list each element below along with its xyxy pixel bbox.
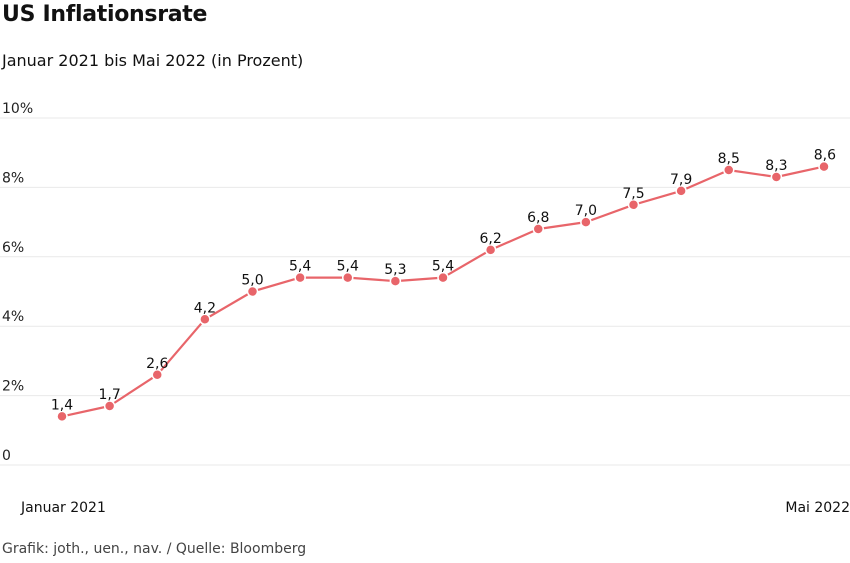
data-point	[294, 271, 306, 284]
y-tick-label: 0	[2, 448, 11, 464]
data-label: 5,3	[384, 262, 406, 278]
x-tick-label: Januar 2021	[20, 500, 106, 516]
data-label: 5,4	[289, 259, 311, 275]
series-line	[61, 165, 825, 418]
y-tick-label: 2%	[2, 379, 24, 395]
x-axis-ticks: Januar 2021 Mai 2022	[20, 500, 850, 516]
chart-subtitle: Januar 2021 bis Mai 2022 (in Prozent)	[2, 51, 304, 70]
data-points	[56, 160, 830, 423]
data-point	[199, 313, 211, 326]
data-label: 7,5	[622, 186, 644, 202]
data-point	[818, 160, 830, 173]
data-label: 1,4	[51, 397, 73, 413]
x-tick-label: Mai 2022	[785, 500, 850, 516]
y-axis-ticks: 0 2% 4% 6% 8% 10%	[2, 101, 33, 464]
data-label: 6,2	[479, 231, 501, 247]
data-label: 8,6	[814, 148, 836, 164]
data-point	[389, 275, 402, 287]
data-point	[770, 171, 783, 183]
data-labels: 1,4 1,7 2,6 4,2 5,0 5,4 5,4 5,3 5,4 6,2 6,8 7,0 7,5 7…	[51, 148, 836, 414]
grid-lines	[0, 117, 850, 466]
y-tick-label: 6%	[2, 240, 24, 256]
data-point	[580, 216, 592, 228]
data-label: 6,8	[527, 210, 549, 226]
data-label: 2,6	[146, 356, 168, 372]
y-tick-label: 8%	[2, 170, 24, 186]
data-label: 1,7	[98, 387, 120, 403]
chart-title: US Inflationsrate	[2, 2, 208, 27]
data-point	[56, 410, 68, 423]
source-note: Grafik: joth., uen., nav. / Quelle: Bloo…	[2, 541, 307, 557]
data-point	[437, 271, 449, 284]
data-point	[484, 244, 497, 256]
data-label: 8,3	[765, 158, 787, 174]
data-point	[151, 369, 163, 381]
data-point	[342, 271, 354, 284]
data-label: 8,5	[718, 151, 740, 167]
data-point	[627, 199, 640, 211]
data-point	[675, 185, 687, 197]
data-label: 5,0	[241, 273, 263, 289]
data-label: 5,4	[337, 259, 359, 275]
y-tick-label: 10%	[2, 101, 33, 117]
data-point	[246, 285, 259, 298]
data-label: 5,4	[432, 259, 454, 275]
data-point	[103, 400, 116, 412]
data-label: 4,2	[194, 300, 216, 316]
data-label: 7,9	[670, 172, 692, 188]
data-point	[723, 164, 735, 176]
y-tick-label: 4%	[2, 309, 24, 325]
data-point	[532, 223, 544, 235]
data-label: 7,0	[575, 203, 597, 219]
